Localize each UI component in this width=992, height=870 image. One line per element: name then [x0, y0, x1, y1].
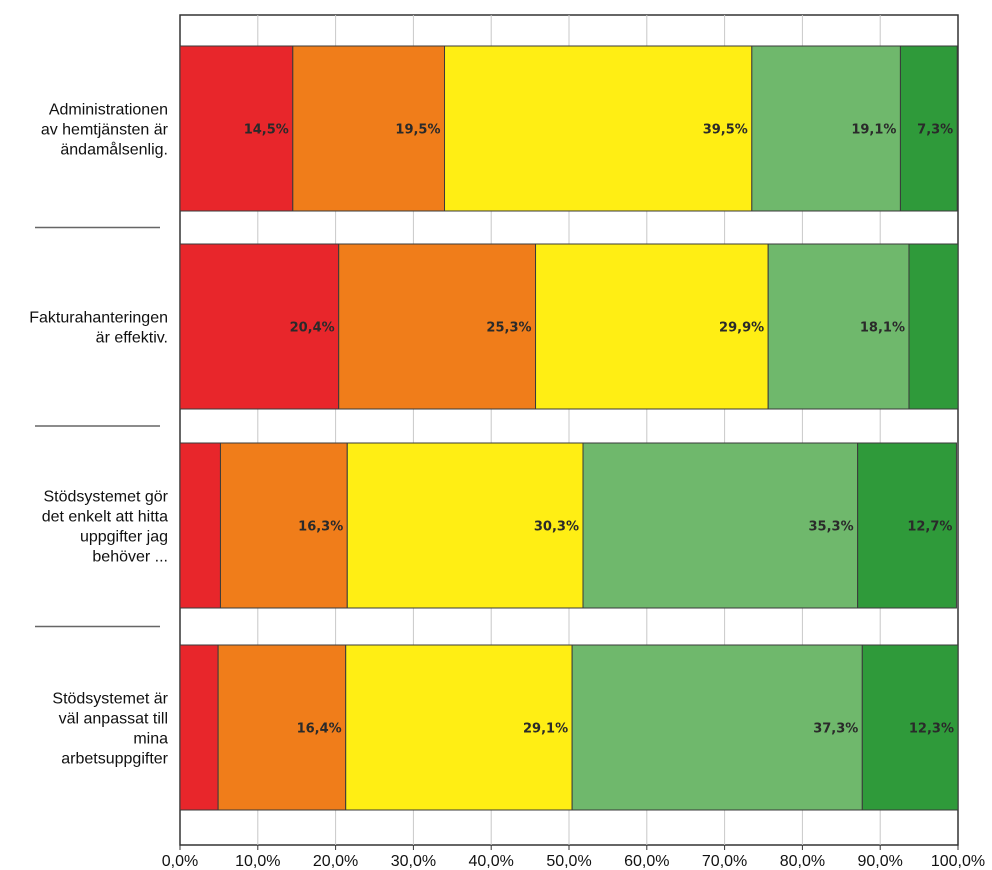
x-tick-label: 30,0% — [391, 853, 436, 870]
x-tick-label: 10,0% — [235, 853, 280, 870]
category-label: Stödsystemet är väl anpassat till mina arbe… — [52, 691, 168, 768]
x-tick-label: 80,0% — [780, 853, 825, 870]
bar-segment — [861, 644, 959, 811]
bar-segment — [179, 243, 340, 410]
data-label: 35,3% — [809, 520, 854, 535]
bar-segment — [219, 442, 348, 609]
bar-segment — [217, 644, 347, 811]
bars — [179, 45, 959, 811]
x-tick-label: 100,0% — [931, 853, 985, 870]
bar-segment — [444, 45, 753, 212]
bar-segment — [857, 442, 957, 609]
data-label: 7,3% — [917, 123, 953, 138]
data-label: 29,9% — [719, 321, 764, 336]
x-tick-label: 60,0% — [624, 853, 669, 870]
data-label: 39,5% — [703, 123, 748, 138]
data-label: 12,7% — [907, 520, 952, 535]
bar-segment — [899, 45, 958, 212]
data-label: 37,3% — [813, 722, 858, 737]
data-label: 29,1% — [523, 722, 568, 737]
bar-segment — [346, 442, 584, 609]
bar-segment — [908, 243, 959, 410]
bar-segment — [345, 644, 573, 811]
data-label: 14,5% — [244, 123, 289, 138]
x-tick-label: 90,0% — [858, 853, 903, 870]
data-label: 19,1% — [851, 123, 896, 138]
bar-segment — [535, 243, 769, 410]
x-tick-label: 0,0% — [162, 853, 198, 870]
x-tick-label: 50,0% — [546, 853, 591, 870]
x-axis-tick-labels: 0,0% 10,0% 20,0% 30,0% 40,0% 50,0% 60,0% 70,0% 8… — [162, 853, 985, 870]
category-label: Administrationen av hemtjänsten är ändamål… — [41, 102, 169, 159]
bar-segment — [338, 243, 537, 410]
data-labels: 14,5% 19,5% 39,5% 19,1% 7,3% 20,4% 25,3% 29,9% 1… — [244, 123, 954, 737]
bar-segment — [179, 442, 221, 609]
category-label: Stödsystemet gör det enkelt att hitta uppg… — [42, 489, 169, 566]
bar-segment — [179, 45, 294, 212]
x-tick-label: 70,0% — [702, 853, 747, 870]
bar-segment — [767, 243, 910, 410]
data-label: 16,3% — [298, 520, 343, 535]
data-label: 25,3% — [486, 321, 531, 336]
bar-segment — [292, 45, 446, 212]
bar-segment — [582, 442, 859, 609]
bar-segment — [179, 644, 219, 811]
x-tick-label: 40,0% — [469, 853, 514, 870]
data-label: 30,3% — [534, 520, 579, 535]
category-label: Fakturahanteringen är effektiv. — [29, 310, 168, 347]
category-labels: Administrationen av hemtjänsten är ändamål… — [29, 102, 168, 768]
data-label: 19,5% — [395, 123, 440, 138]
data-label: 18,1% — [860, 321, 905, 336]
data-label: 16,4% — [297, 722, 342, 737]
bar-segment — [571, 644, 863, 811]
x-tick-label: 20,0% — [313, 853, 358, 870]
data-label: 12,3% — [909, 722, 954, 737]
data-label: 20,4% — [290, 321, 335, 336]
